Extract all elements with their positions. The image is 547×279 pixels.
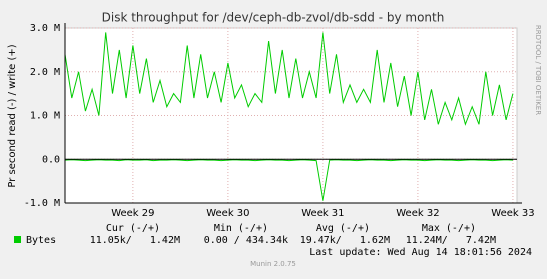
write-line (64, 32, 514, 126)
side-note: RRDTOOL / TOBI OETIKER (534, 25, 542, 115)
x-tick-label: Week 30 (206, 208, 249, 219)
footer: Munin 2.0.75 (250, 260, 296, 268)
x-tick-label: Week 33 (491, 208, 534, 219)
y-tick-label: -1.0 M (24, 198, 60, 209)
legend-value: 11.24M/ 7.42M (406, 235, 496, 246)
legend-value: 19.47k/ 1.62M (300, 235, 390, 246)
y-tick-label: 3.0 M (30, 23, 60, 34)
x-tick-label: Week 29 (111, 208, 154, 219)
y-axis-label: Pr second read (-) / write (+) (7, 44, 18, 187)
legend-value: 11.05k/ 1.42M (90, 235, 180, 246)
legend-header: Avg (-/+) (316, 223, 370, 234)
y-tick-label: 2.0 M (30, 67, 60, 78)
legend-label: Bytes (26, 235, 56, 246)
legend-swatch (14, 236, 21, 243)
x-tick-label: Week 31 (301, 208, 344, 219)
x-tick-label: Week 32 (396, 208, 439, 219)
last-update: Last update: Wed Aug 14 18:01:56 2024 (309, 247, 532, 258)
legend-header: Cur (-/+) (106, 223, 160, 234)
legend-header: Max (-/+) (422, 223, 476, 234)
legend-header: Min (-/+) (214, 223, 268, 234)
chart-title: Disk throughput for /dev/ceph-db-zvol/db… (102, 11, 445, 25)
legend-value: 0.00 / 434.34k (204, 235, 288, 246)
y-tick-label: 0.0 (42, 154, 60, 165)
y-tick-label: 1.0 M (30, 111, 60, 122)
